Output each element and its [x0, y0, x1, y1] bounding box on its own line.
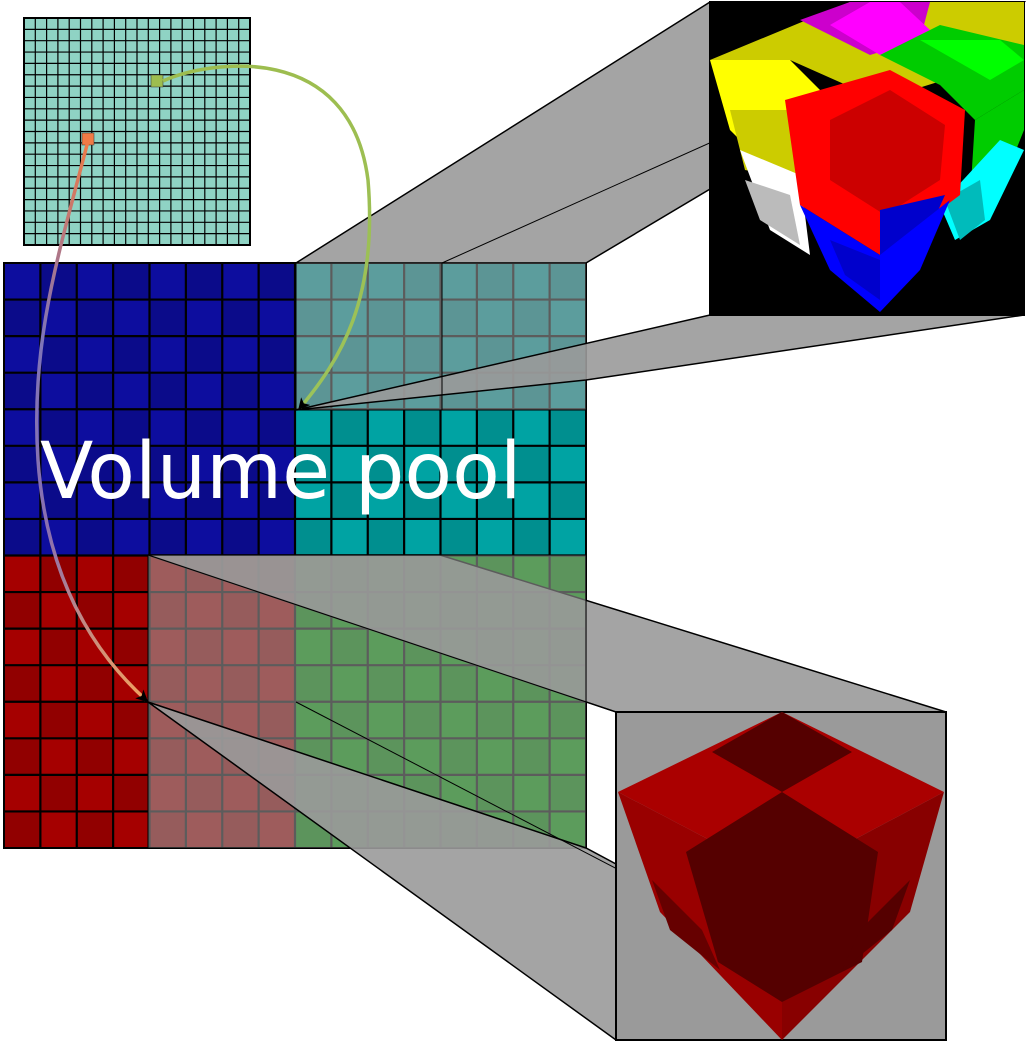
pool-cell-shade [76, 518, 114, 556]
pool-cell-shade [113, 482, 150, 519]
pool-cell-shade [4, 665, 41, 702]
pool-cell-shade [549, 409, 586, 446]
pool-cell-shade [258, 409, 295, 446]
pool-cell-shade [149, 372, 186, 410]
pool-cell-shade [113, 628, 150, 666]
pool-cell-shade [76, 811, 114, 848]
pool-cell-shade [367, 518, 405, 556]
pool-cell-shade [404, 482, 441, 519]
page-table-gridlines [24, 18, 250, 245]
pool-cell-shade [295, 445, 332, 483]
pool-cell-shade [76, 299, 114, 337]
pool-cell-shade [76, 372, 114, 410]
pool-cell-shade [113, 701, 150, 739]
pool-cell-shade [4, 299, 41, 337]
pool-cell-shade [476, 409, 514, 446]
pool-cell-shade [4, 811, 41, 848]
pool-cell-shade [513, 445, 550, 483]
pool-cell-shade [549, 482, 586, 519]
pool-cell-shade [331, 482, 368, 519]
pool-cell-shade [440, 445, 477, 483]
pool-cell-shade [367, 445, 405, 483]
pool-cell-shade [258, 336, 295, 373]
pool-cell-shade [113, 263, 150, 300]
pool-cell-shade [149, 299, 186, 337]
mapping-arrow-green [162, 64, 372, 411]
pool-cell-shade [4, 372, 41, 410]
pool-cell-shade [113, 555, 150, 593]
pool-cell-shade [149, 518, 186, 556]
pool-cell-shade [404, 409, 441, 446]
pool-cell-shade [258, 482, 295, 519]
page-table [23, 17, 251, 246]
pool-cell-shade [4, 445, 41, 483]
pool-cell-shade [222, 299, 259, 337]
pool-cell-shade [476, 482, 514, 519]
pool-cell-shade [76, 445, 114, 483]
pool-cell-shade [185, 482, 223, 519]
pool-cell-shade [4, 518, 41, 556]
pool-cell-shade [295, 518, 332, 556]
pool-cell-shade [185, 336, 223, 373]
pool-cell-shade [222, 372, 259, 410]
pool-cell-shade [149, 445, 186, 483]
pool-cell-shade [40, 409, 77, 446]
pool-cell-shade [76, 592, 114, 629]
pool-cell-shade [185, 409, 223, 446]
pool-cell-shade [258, 263, 295, 300]
pool-cell-shade [40, 628, 77, 666]
pool-cell-shade [40, 263, 77, 300]
multicolor-voxel-cube-icon [709, 1, 1025, 316]
pool-cell-shade [76, 665, 114, 702]
pool-cell-shade [40, 774, 77, 812]
pool-cell-shade [113, 409, 150, 446]
mapping-arrow-orange [34, 140, 149, 703]
pool-cell-shade [331, 409, 368, 446]
pool-cell-shade [222, 445, 259, 483]
pool-cell-shade [513, 518, 550, 556]
volume-pool-label: Volume pool [40, 427, 522, 517]
pool-cell-shade [40, 701, 77, 739]
pool-cell-shade [4, 738, 41, 775]
page-table-highlight-green [150, 74, 164, 88]
pool-cell-shade [185, 263, 223, 300]
pool-cell-shade [113, 774, 150, 812]
pool-cell-shade [440, 518, 477, 556]
pool-cell-shade [113, 336, 150, 373]
red-voxel-cube-icon [615, 711, 947, 1041]
pool-cell-shade [76, 738, 114, 775]
pool-cell-shade [40, 336, 77, 373]
pool-cell-shade [222, 518, 259, 556]
pool-cell-shade [4, 592, 41, 629]
